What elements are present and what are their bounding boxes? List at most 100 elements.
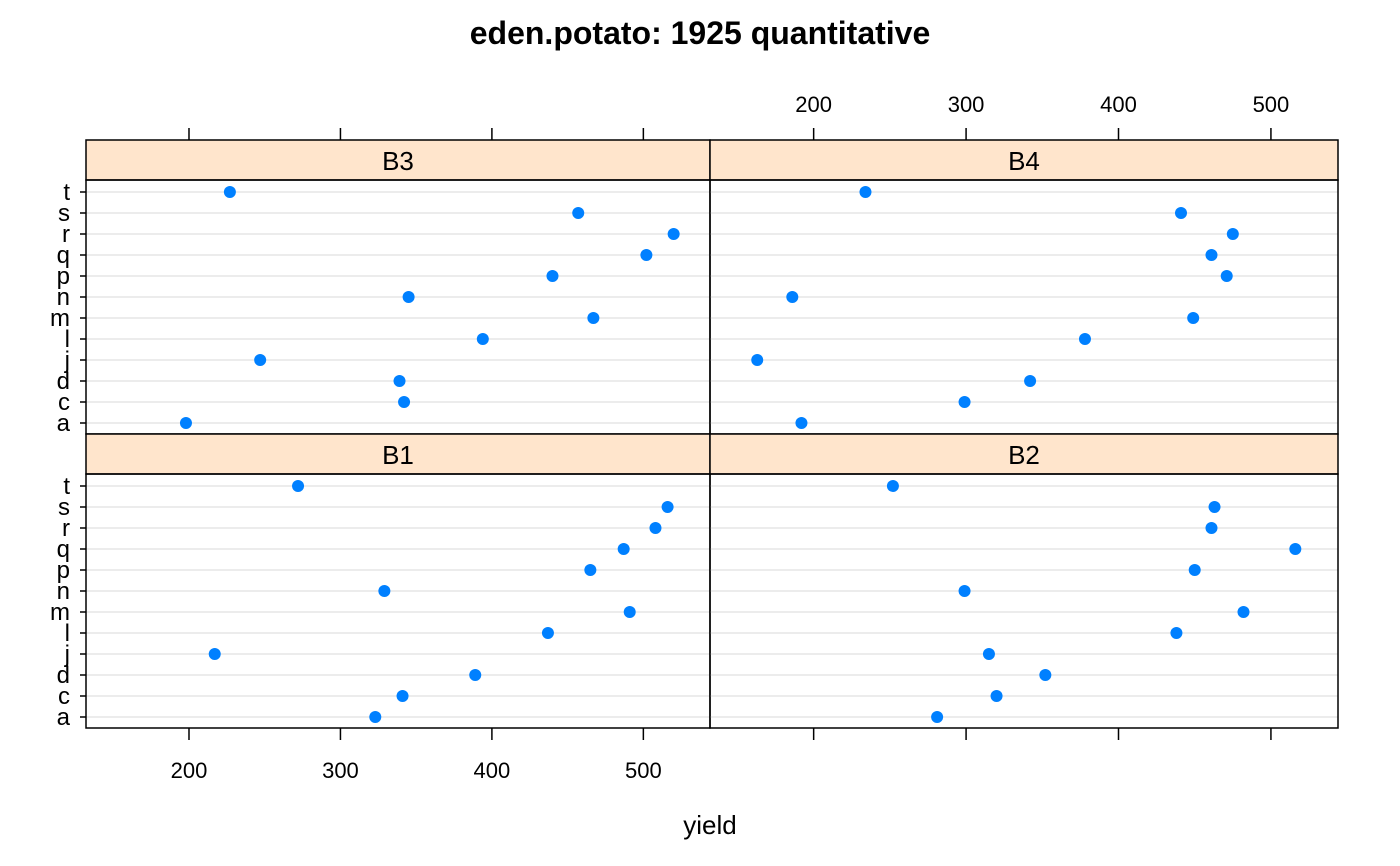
data-point-n: [402, 291, 415, 303]
data-point-j: [254, 354, 267, 366]
y-tick-label: l: [65, 326, 70, 353]
chart-title: eden.potato: 1925 quantitative: [470, 15, 931, 51]
y-tick-label: t: [63, 473, 70, 500]
y-tick-label: q: [57, 536, 70, 563]
y-tick-label: m: [50, 599, 70, 626]
panel-frame: [709, 473, 1339, 729]
data-point-r: [1205, 522, 1218, 534]
y-tick-label: p: [57, 263, 70, 290]
data-point-j: [208, 648, 221, 660]
data-point-d: [469, 669, 482, 681]
data-point-t: [859, 186, 872, 198]
data-point-q: [1205, 249, 1218, 261]
y-tick-label: s: [58, 200, 70, 227]
y-tick-label: s: [58, 494, 70, 521]
data-point-s: [572, 207, 585, 219]
data-point-q: [640, 249, 653, 261]
y-tick-label: d: [57, 368, 70, 395]
panel-strip: [709, 139, 1339, 181]
panel-strip-label: B3: [382, 146, 414, 176]
y-tick-label: r: [62, 515, 70, 542]
data-point-m: [1237, 606, 1250, 618]
y-tick-label: r: [62, 221, 70, 248]
data-point-l: [1078, 333, 1091, 345]
data-point-j: [751, 354, 764, 366]
data-point-s: [661, 501, 674, 513]
data-point-s: [1175, 207, 1187, 219]
data-point-t: [292, 480, 305, 492]
data-point-p: [584, 564, 597, 576]
data-point-a: [369, 711, 382, 723]
data-point-q: [1289, 543, 1302, 555]
y-tick-label: m: [50, 305, 70, 332]
panel-strip-label: B4: [1008, 146, 1040, 176]
data-point-t: [223, 186, 236, 198]
data-point-p: [1188, 564, 1201, 576]
data-point-d: [1024, 375, 1037, 387]
x-tick-label-top: 200: [795, 92, 832, 117]
x-tick-label-bottom: 200: [171, 758, 208, 783]
data-point-a: [931, 711, 944, 723]
x-tick-label-top: 300: [948, 92, 985, 117]
data-point-c: [398, 396, 411, 408]
y-tick-label: l: [65, 620, 70, 647]
data-point-n: [958, 585, 971, 597]
panel-frame: [85, 473, 711, 729]
data-point-c: [990, 690, 1003, 702]
panel-frame: [85, 179, 711, 435]
data-point-a: [795, 417, 808, 429]
data-point-p: [1220, 270, 1233, 282]
y-tick-label: j: [64, 347, 70, 374]
y-tick-label: t: [63, 179, 70, 206]
panels: B3 B4 B1 B2: [85, 139, 1339, 729]
x-tick-label-top: 500: [1253, 92, 1290, 117]
data-point-j: [982, 648, 995, 660]
data-point-d: [1039, 669, 1052, 681]
panel-strip-label: B1: [382, 440, 414, 470]
data-point-l: [1170, 627, 1183, 639]
x-axis-label: yield: [683, 810, 736, 840]
data-point-l: [476, 333, 489, 345]
data-point-r: [649, 522, 662, 534]
data-point-d: [393, 375, 406, 387]
data-point-m: [623, 606, 636, 618]
panel-frame: [709, 179, 1339, 435]
x-tick-label-bottom: 500: [625, 758, 662, 783]
data-point-r: [1226, 228, 1239, 240]
x-tick-label-bottom: 300: [322, 758, 359, 783]
data-point-r: [667, 228, 680, 240]
panel-b3: B3: [85, 139, 711, 435]
y-tick-label: a: [57, 410, 71, 437]
data-point-p: [546, 270, 559, 282]
panel-b1: B1: [85, 433, 711, 729]
x-tick-label-bottom: 400: [474, 758, 511, 783]
panel-strip: [85, 433, 711, 475]
data-point-q: [617, 543, 630, 555]
y-tick-label: j: [64, 641, 70, 668]
y-tick-label: p: [57, 557, 70, 584]
data-point-n: [378, 585, 391, 597]
x-tick-label-top: 400: [1100, 92, 1137, 117]
data-point-a: [179, 417, 192, 429]
data-point-m: [1187, 312, 1200, 324]
panel-strip-label: B2: [1008, 440, 1040, 470]
panel-b4: B4: [709, 139, 1339, 435]
data-point-l: [541, 627, 554, 639]
y-tick-label: d: [57, 662, 70, 689]
y-tick-label: n: [57, 578, 70, 605]
panel-strip: [85, 139, 711, 181]
panel-b2: B2: [709, 433, 1339, 729]
axes: acdjlmnpqrstacdjlmnpqrst2002003003004004…: [50, 92, 1289, 783]
y-tick-label: c: [58, 683, 70, 710]
data-point-n: [786, 291, 799, 303]
data-point-s: [1208, 501, 1221, 513]
panel-strip: [709, 433, 1339, 475]
y-tick-label: c: [58, 389, 70, 416]
data-point-c: [958, 396, 971, 408]
data-point-m: [587, 312, 600, 324]
data-point-c: [396, 690, 409, 702]
y-tick-label: n: [57, 284, 70, 311]
y-tick-label: q: [57, 242, 70, 269]
y-tick-label: a: [57, 704, 71, 731]
